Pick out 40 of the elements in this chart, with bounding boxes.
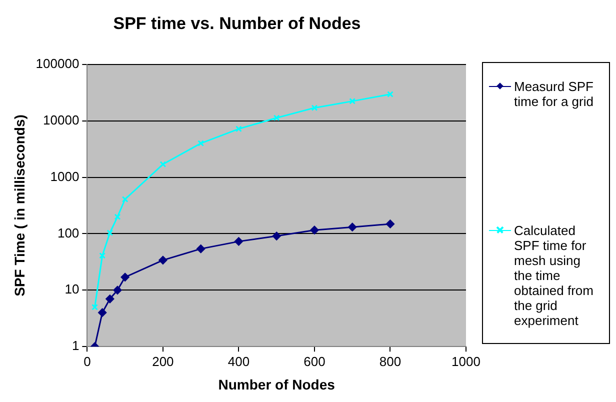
point — [234, 237, 243, 246]
point — [311, 104, 318, 112]
point — [114, 214, 121, 220]
point — [99, 252, 106, 259]
point — [387, 91, 394, 98]
x-tick-label: 0 — [84, 354, 91, 369]
point — [196, 244, 206, 254]
y-tick-label: 1 — [72, 338, 80, 354]
x-axis-title: Number of Nodes — [218, 376, 336, 392]
y-tick-label: 100 — [57, 225, 80, 240]
x-tick-label: 200 — [152, 354, 174, 369]
point — [198, 140, 204, 147]
x-tick-label: 1000 — [452, 354, 480, 369]
point — [348, 222, 357, 232]
point — [120, 272, 130, 282]
legend-label: Calculated SPF time for mesh using the time obtained from the grid experiment — [514, 223, 594, 328]
point — [106, 294, 114, 304]
point — [272, 232, 281, 240]
point — [98, 308, 107, 317]
y-tick-label: 10000 — [43, 112, 80, 128]
chart-title: SPF time vs. Number of Nodes — [113, 14, 361, 33]
x-tick-label: 600 — [304, 354, 326, 369]
x-tick-label: 800 — [379, 354, 402, 369]
point — [92, 304, 98, 310]
point — [106, 230, 114, 236]
y-tick-label: 1000 — [50, 168, 80, 184]
point — [158, 256, 168, 264]
point — [349, 98, 356, 104]
point — [122, 196, 128, 202]
point — [386, 220, 394, 228]
y-tick-label: 100000 — [36, 56, 80, 71]
point — [310, 226, 319, 234]
y-tick-label: 10 — [64, 282, 80, 297]
point — [273, 114, 280, 122]
legend-label: Measurd SPF time for a grid — [514, 79, 594, 109]
point — [113, 286, 122, 294]
x-tick-label: 400 — [228, 354, 250, 369]
point — [160, 161, 166, 168]
point — [235, 126, 242, 132]
y-axis-title: SPF Time ( in milliseconds) — [11, 114, 28, 296]
